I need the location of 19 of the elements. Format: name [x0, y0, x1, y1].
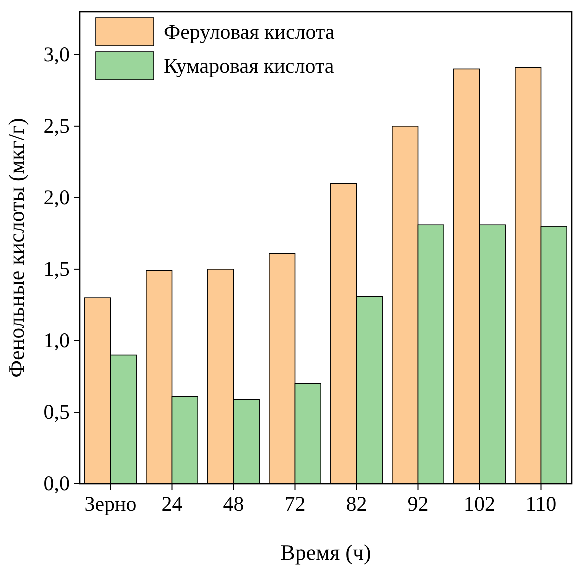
y-tick-label: 1,5	[44, 257, 70, 282]
y-tick-label: 3,0	[44, 42, 70, 67]
y-tick-label: 2,5	[44, 114, 70, 138]
legend-label: Кумаровая кислота	[164, 54, 335, 78]
x-tick-label: 110	[526, 492, 557, 516]
x-tick-label: 102	[464, 492, 496, 516]
x-tick-label: 92	[408, 492, 429, 516]
y-tick-label: 1,0	[44, 328, 70, 353]
x-axis-title: Время (ч)	[280, 540, 372, 565]
y-tick-label: 2,0	[44, 186, 70, 210]
x-tick-label: 72	[284, 492, 306, 516]
x-tick-label: 48	[223, 492, 244, 516]
y-tick-label: 0,0	[44, 472, 70, 496]
x-tick-label: 82	[346, 492, 368, 516]
x-tick-label: Зерно	[84, 492, 137, 516]
y-axis-title: Фенольные кислоты (мкг/г)	[4, 118, 29, 378]
x-tick-label: 24	[162, 492, 184, 516]
y-tick-label: 0,5	[44, 400, 70, 424]
legend-label: Феруловая кислота	[164, 20, 336, 44]
